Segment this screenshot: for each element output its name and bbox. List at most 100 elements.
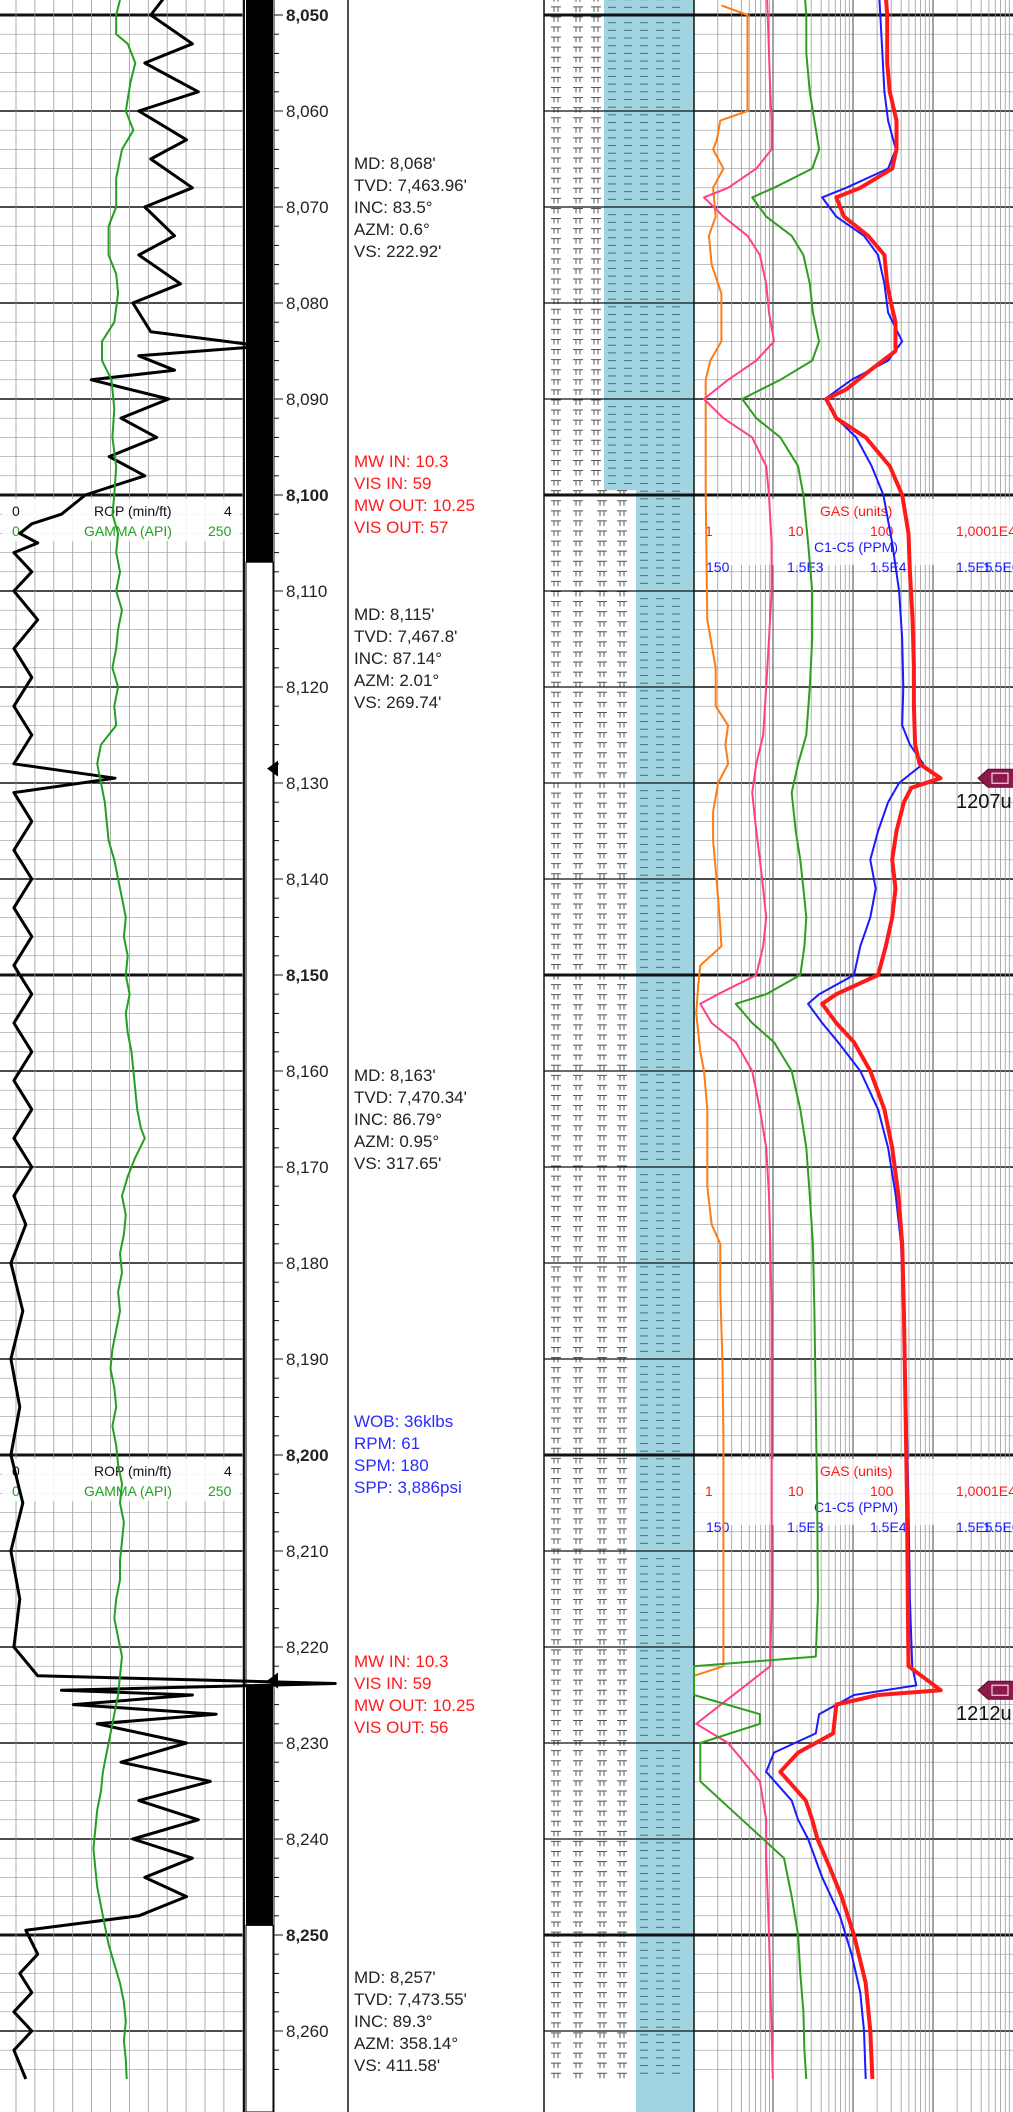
lith-symbol	[597, 1286, 607, 1292]
lith-symbol	[551, 1750, 561, 1756]
lith-symbol	[573, 984, 583, 990]
lith-symbol	[617, 994, 627, 1000]
survey-block-line: INC: 86.79°	[354, 1110, 443, 1129]
lith-symbol	[617, 1407, 627, 1413]
lith-symbol	[551, 107, 561, 113]
lith-symbol	[573, 439, 583, 446]
gas-scale-label: GAS (units)	[820, 1463, 892, 1479]
lith-symbol	[551, 1649, 561, 1655]
survey-block-line: AZM: 0.6°	[354, 220, 430, 239]
lith-symbol	[551, 1256, 561, 1262]
lith-symbol	[597, 1246, 607, 1252]
lith-symbol	[551, 1659, 561, 1665]
lith-symbol	[597, 1044, 607, 1051]
gas-markers: 1207u 1212u	[956, 768, 1013, 1725]
lith-symbol	[551, 127, 561, 133]
lith-symbol	[551, 1679, 561, 1686]
lith-symbol	[617, 631, 627, 637]
lith-symbol	[551, 1538, 561, 1544]
lith-symbol	[573, 409, 583, 416]
lith-symbol	[617, 1689, 627, 1696]
lith-symbol	[573, 873, 583, 879]
lith-symbol	[617, 601, 627, 607]
lith-symbol	[597, 1457, 607, 1464]
lith-symbol	[573, 1971, 583, 1978]
lith-symbol	[597, 863, 607, 869]
c1c5-scale-tick: 1.5E4	[870, 559, 907, 575]
lith-symbol	[597, 1850, 607, 1857]
gas-scale-label: GAS (units)	[820, 503, 892, 519]
lith-symbol	[597, 1357, 607, 1363]
lith-symbol	[573, 97, 583, 103]
lith-symbol	[573, 1256, 583, 1262]
lith-symbol	[551, 1941, 561, 1948]
lith-symbol	[551, 1982, 561, 1988]
depth-tick-label: 8,170	[286, 1158, 329, 1177]
lith-symbol	[573, 722, 583, 728]
lith-symbol	[597, 1598, 607, 1605]
lith-symbol	[617, 1336, 627, 1343]
lith-symbol	[597, 560, 607, 567]
lith-symbol	[597, 994, 607, 1000]
lith-symbol	[617, 580, 627, 587]
lith-symbol	[551, 177, 561, 184]
drilling-params-block: WOB: 36klbs RPM: 61 SPM: 180 SPP: 3,886psi	[354, 1411, 462, 1499]
lith-symbol	[597, 1417, 607, 1424]
lith-symbol	[551, 1719, 561, 1726]
lith-symbol	[573, 1367, 583, 1373]
lith-symbol	[551, 1105, 561, 1111]
lith-symbol	[597, 1064, 607, 1071]
rotate-interval	[245, 1924, 274, 2112]
lith-symbol	[617, 1891, 627, 1897]
lith-symbol	[573, 86, 583, 93]
lith-symbol	[551, 923, 561, 930]
lith-symbol	[551, 1498, 561, 1504]
lith-symbol	[617, 1044, 627, 1051]
lith-symbol	[573, 308, 583, 315]
lith-symbol	[597, 2062, 607, 2069]
depth-tick-label: 8,090	[286, 390, 329, 409]
lith-symbol	[597, 1941, 607, 1948]
lith-symbol	[591, 248, 601, 254]
lith-symbol	[617, 1649, 627, 1655]
lith-symbol	[551, 1770, 561, 1776]
lith-symbol	[597, 1215, 607, 1222]
lith-symbol	[551, 933, 561, 940]
lith-symbol	[597, 1609, 607, 1615]
lith-symbol	[573, 1598, 583, 1605]
gamma-scale-max: 250	[208, 523, 232, 539]
lith-symbol	[573, 328, 583, 335]
survey-block-line: INC: 83.5°	[354, 198, 433, 217]
lith-symbol	[597, 923, 607, 930]
lith-symbol	[551, 1699, 561, 1706]
lith-symbol	[551, 1205, 561, 1212]
lith-symbol	[617, 742, 627, 748]
c2-curve	[693, 0, 821, 2080]
lith-symbol	[573, 1195, 583, 1202]
lith-symbol	[573, 1488, 583, 1494]
lith-symbol	[573, 1619, 583, 1625]
lith-symbol	[617, 1911, 627, 1917]
lith-symbol	[551, 1629, 561, 1635]
lith-symbol	[617, 1105, 627, 1111]
lith-symbol	[617, 953, 627, 960]
lith-symbol	[573, 258, 583, 264]
lith-symbol	[617, 782, 627, 788]
lith-symbol	[573, 1639, 583, 1645]
lith-symbol	[551, 228, 561, 234]
lith-symbol	[573, 570, 583, 577]
lith-symbol	[617, 1145, 627, 1151]
lith-symbol	[551, 449, 561, 456]
lith-symbol	[551, 1588, 561, 1595]
lith-symbol	[617, 550, 627, 557]
lith-symbol	[617, 822, 627, 829]
c1c5-scale-tick: 1.5E5	[956, 1519, 993, 1535]
lith-symbol	[573, 389, 583, 395]
mud-report-block-line: VIS OUT: 57	[354, 517, 449, 537]
lith-symbol	[573, 147, 583, 153]
lith-symbol	[573, 2012, 583, 2018]
depth-tick-label: 8,240	[286, 1830, 329, 1849]
survey-block-line: TVD: 7,473.55'	[354, 1990, 467, 2010]
lith-symbol	[551, 1135, 561, 1141]
